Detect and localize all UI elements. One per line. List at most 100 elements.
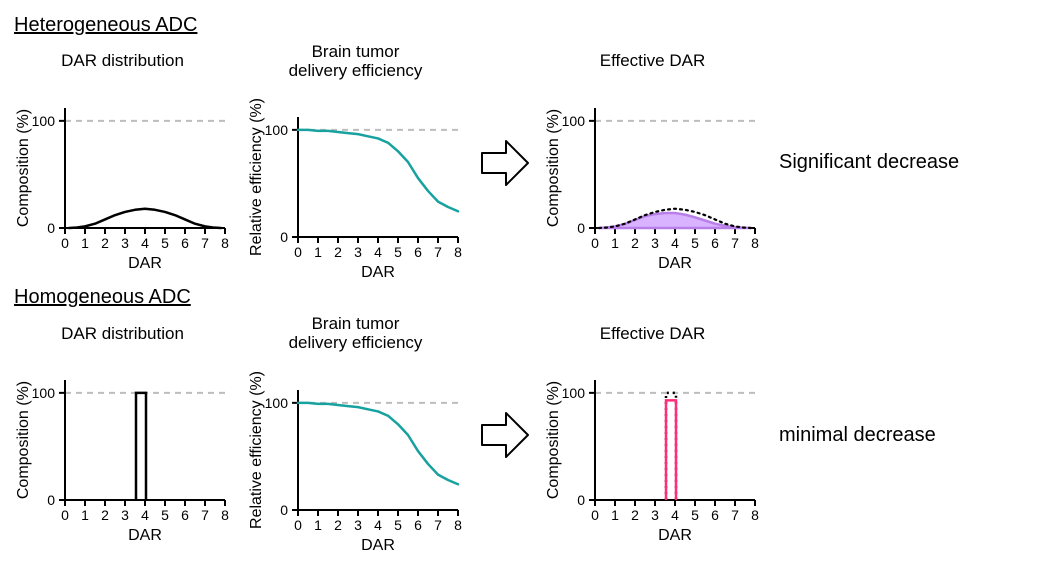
svg-text:6: 6 (711, 235, 719, 251)
svg-text:7: 7 (434, 244, 442, 260)
svg-text:DAR: DAR (361, 264, 395, 281)
row-hetero: DAR distribution 0123456780100DARComposi… (10, 43, 1040, 282)
svg-text:100: 100 (32, 113, 56, 129)
chart-title: Brain tumor delivery efficiency (243, 315, 468, 352)
arrow-icon (476, 390, 532, 480)
svg-text:4: 4 (374, 244, 382, 260)
svg-text:0: 0 (591, 235, 599, 251)
svg-text:5: 5 (394, 244, 402, 260)
section-title-homo: Homogeneous ADC (14, 286, 1040, 309)
svg-text:8: 8 (221, 507, 229, 523)
svg-text:100: 100 (32, 385, 56, 401)
arrow-icon (476, 118, 532, 208)
svg-text:7: 7 (201, 235, 209, 251)
svg-text:6: 6 (414, 517, 422, 533)
svg-text:Composition (%): Composition (%) (15, 381, 32, 499)
svg-text:2: 2 (631, 235, 639, 251)
svg-text:0: 0 (591, 507, 599, 523)
svg-text:4: 4 (374, 517, 382, 533)
chart-homo-effective: Effective DAR 0123456780100DARCompositio… (540, 325, 765, 546)
svg-text:5: 5 (394, 517, 402, 533)
svg-text:0: 0 (280, 229, 288, 245)
svg-text:5: 5 (161, 507, 169, 523)
svg-text:0: 0 (577, 492, 585, 508)
svg-text:6: 6 (711, 507, 719, 523)
svg-text:2: 2 (334, 517, 342, 533)
svg-text:1: 1 (314, 244, 322, 260)
svg-text:0: 0 (61, 507, 69, 523)
svg-text:0: 0 (47, 492, 55, 508)
chart-title: Effective DAR (540, 52, 765, 71)
svg-text:3: 3 (354, 517, 362, 533)
svg-text:Composition (%): Composition (%) (15, 109, 32, 227)
svg-text:1: 1 (314, 517, 322, 533)
svg-hetero-delivery: 0123456780100DARRelative efficiency (%) (243, 82, 468, 282)
svg-text:100: 100 (265, 395, 289, 411)
chart-hetero-delivery: Brain tumor delivery efficiency 01234567… (243, 43, 468, 282)
svg-text:0: 0 (47, 220, 55, 236)
svg-text:8: 8 (751, 235, 759, 251)
svg-text:4: 4 (141, 507, 149, 523)
svg-hetero-effective: 0123456780100DARComposition (%) (540, 73, 765, 273)
svg-text:2: 2 (101, 235, 109, 251)
chart-title: Effective DAR (540, 325, 765, 344)
chart-homo-delivery: Brain tumor delivery efficiency 01234567… (243, 315, 468, 554)
svg-text:Relative efficiency (%): Relative efficiency (%) (248, 98, 265, 256)
svg-text:5: 5 (691, 507, 699, 523)
outcome-hetero: Significant decrease (779, 151, 959, 174)
svg-text:6: 6 (181, 507, 189, 523)
chart-hetero-dar: DAR distribution 0123456780100DARComposi… (10, 52, 235, 273)
svg-text:4: 4 (671, 235, 679, 251)
svg-text:6: 6 (414, 244, 422, 260)
svg-text:DAR: DAR (658, 255, 692, 272)
row-homo: DAR distribution 0123456780100DARComposi… (10, 315, 1040, 554)
svg-homo-dar: 0123456780100DARComposition (%) (10, 345, 235, 545)
svg-text:6: 6 (181, 235, 189, 251)
svg-text:100: 100 (562, 385, 586, 401)
chart-title: DAR distribution (10, 52, 235, 71)
svg-text:0: 0 (294, 517, 302, 533)
svg-text:8: 8 (454, 517, 462, 533)
chart-homo-dar: DAR distribution 0123456780100DARComposi… (10, 325, 235, 546)
svg-text:DAR: DAR (361, 537, 395, 554)
svg-text:7: 7 (201, 507, 209, 523)
svg-text:7: 7 (434, 517, 442, 533)
svg-text:Relative efficiency (%): Relative efficiency (%) (248, 371, 265, 529)
svg-text:4: 4 (671, 507, 679, 523)
section-title-hetero: Heterogeneous ADC (14, 14, 1040, 37)
svg-text:0: 0 (61, 235, 69, 251)
svg-hetero-dar: 0123456780100DARComposition (%) (10, 73, 235, 273)
svg-homo-delivery: 0123456780100DARRelative efficiency (%) (243, 355, 468, 555)
svg-text:1: 1 (611, 235, 619, 251)
chart-title: Brain tumor delivery efficiency (243, 43, 468, 80)
svg-text:1: 1 (611, 507, 619, 523)
svg-text:3: 3 (121, 507, 129, 523)
svg-text:7: 7 (731, 235, 739, 251)
chart-title: DAR distribution (10, 325, 235, 344)
svg-text:Composition (%): Composition (%) (545, 381, 562, 499)
svg-text:3: 3 (651, 507, 659, 523)
svg-text:8: 8 (221, 235, 229, 251)
svg-text:100: 100 (562, 113, 586, 129)
svg-text:5: 5 (161, 235, 169, 251)
svg-text:0: 0 (577, 220, 585, 236)
svg-text:4: 4 (141, 235, 149, 251)
svg-text:DAR: DAR (128, 255, 162, 272)
svg-text:2: 2 (334, 244, 342, 260)
svg-text:2: 2 (101, 507, 109, 523)
svg-text:3: 3 (651, 235, 659, 251)
svg-text:0: 0 (294, 244, 302, 260)
svg-text:0: 0 (280, 502, 288, 518)
svg-text:1: 1 (81, 235, 89, 251)
chart-hetero-effective: Effective DAR 0123456780100DARCompositio… (540, 52, 765, 273)
svg-text:3: 3 (354, 244, 362, 260)
svg-text:DAR: DAR (128, 527, 162, 544)
svg-text:1: 1 (81, 507, 89, 523)
svg-text:DAR: DAR (658, 527, 692, 544)
svg-text:3: 3 (121, 235, 129, 251)
svg-text:Composition (%): Composition (%) (545, 109, 562, 227)
outcome-homo: minimal decrease (779, 424, 936, 447)
svg-homo-effective: 0123456780100DARComposition (%) (540, 345, 765, 545)
svg-text:2: 2 (631, 507, 639, 523)
svg-text:8: 8 (454, 244, 462, 260)
